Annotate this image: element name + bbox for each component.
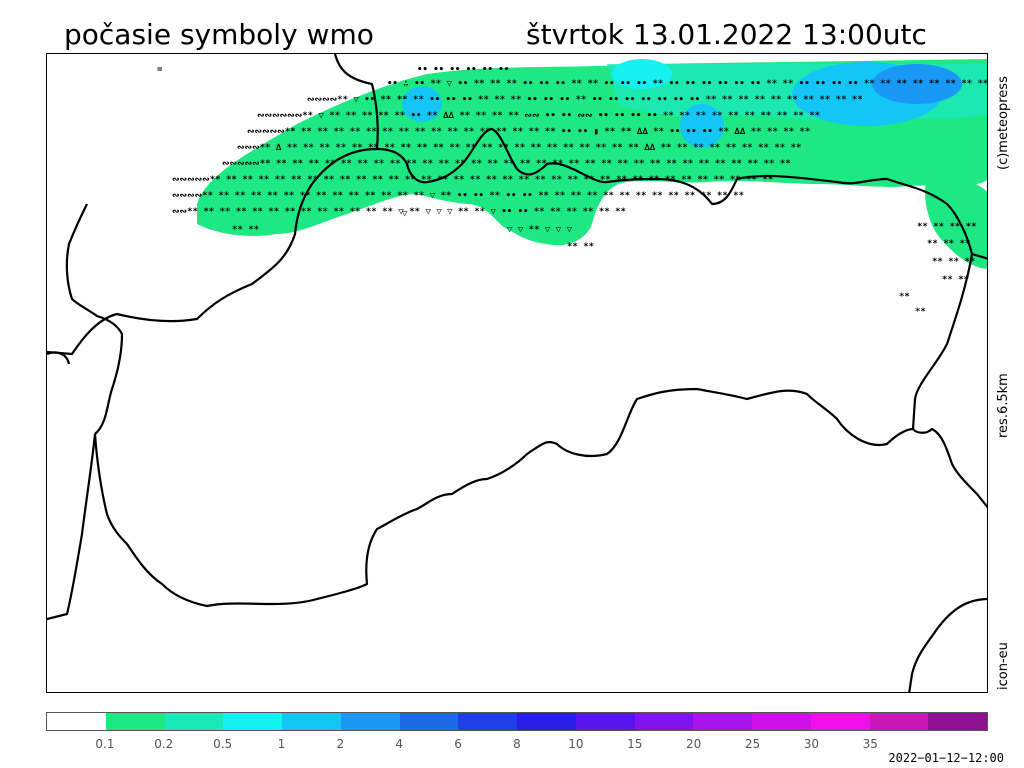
- fog-symbol: =: [157, 65, 163, 75]
- map-title: počasie symboly wmo: [64, 18, 374, 51]
- legend-swatch: [810, 713, 870, 730]
- legend-tick-label: 2: [336, 737, 345, 751]
- legend-swatch: [928, 713, 987, 730]
- svg-text:∾∾∾∾∾** ** ** ** ** ** ** ** *: ∾∾∾∾∾** ** ** ** ** ** ** ** ** ** ** **…: [172, 175, 773, 185]
- border-sk-ua: [93, 253, 974, 608]
- border-sk-pl: [376, 127, 987, 260]
- svg-text:** ** **: ** ** **: [927, 239, 970, 249]
- border-hu-east: [908, 598, 987, 692]
- model-run-date: 2022−01−12−12:00: [888, 751, 1004, 765]
- svg-text:•• •• •• •• •• ••: •• •• •• •• •• ••: [417, 65, 509, 75]
- resolution-label: res.6.5km: [996, 373, 1011, 438]
- svg-text:▽ ▽ ** ▽ ▽ ▽: ▽ ▽ ** ▽ ▽ ▽: [507, 225, 573, 235]
- svg-text:**: **: [915, 307, 926, 317]
- svg-text:** **: ** **: [567, 242, 594, 252]
- svg-text:** ** ** **: ** ** ** **: [917, 222, 977, 232]
- svg-text:∾∾∾∾∾** ** ** ** ** ** ** ** *: ∾∾∾∾∾** ** ** ** ** ** ** ** ** ** ** **…: [247, 127, 810, 137]
- legend-swatch: [223, 713, 282, 730]
- svg-text:** **: ** **: [232, 225, 259, 235]
- precip-core-2: [872, 64, 962, 104]
- svg-text:•• ∴ •• ** ▽ •• ** ** ** •• ••: •• ∴ •• ** ▽ •• ** ** ** •• •• •• ** ** …: [387, 79, 988, 89]
- country-borders: [47, 54, 987, 692]
- legend-swatch: [282, 713, 341, 730]
- svg-text:∾∾** ** ** ** ** ** ** ** ** *: ∾∾** ** ** ** ** ** ** ** ** ** ** ** **…: [172, 207, 626, 217]
- legend-tick-label: 20: [685, 737, 702, 751]
- svg-text:▽: ▽: [402, 209, 408, 219]
- svg-text:**: **: [899, 292, 910, 302]
- legend-swatch: [752, 713, 811, 730]
- legend-tick-label: 6: [454, 737, 462, 751]
- legend-swatch: [458, 713, 517, 730]
- legend-swatch: [869, 713, 929, 730]
- legend-tick-label: 1: [277, 737, 286, 751]
- legend-tick-label: 35: [862, 737, 878, 751]
- border-at: [65, 203, 124, 435]
- border-at-hu: [47, 433, 97, 621]
- precip-core-3: [680, 104, 724, 148]
- legend-swatch: [105, 713, 165, 730]
- legend-tick-label: 8: [513, 737, 521, 751]
- border-ua-small: [912, 427, 987, 509]
- model-label: icon-eu: [996, 642, 1011, 690]
- copyright-label: (c)meteopress: [996, 76, 1011, 170]
- legend-swatch: [693, 713, 752, 730]
- legend-tick-label: 0.1: [95, 737, 115, 751]
- legend-tick-label: 4: [395, 737, 404, 751]
- svg-text:∾∾∾∾∾** ** ** ** ** ** ** ** *: ∾∾∾∾∾** ** ** ** ** ** ** ** ** ** ** **…: [222, 159, 791, 169]
- legend-swatch: [164, 713, 224, 730]
- weather-map: = •• •• •• •• •• •• •• ∴ •• ** ▽ •• ** *…: [46, 53, 988, 693]
- svg-text:∾∾∾∾∾∾** ▽ ** ** ** ** ** •• *: ∾∾∾∾∾∾** ▽ ** ** ** ** ** •• ** ∆∆ ** **…: [257, 111, 820, 121]
- legend-tick-label: 15: [627, 737, 643, 751]
- legend-swatch: [575, 713, 635, 730]
- precip-core-4: [612, 59, 672, 89]
- legend-ticks: 0.1 0.2 0.5 1 2 4 6 8 10 15 20 25 30 35: [46, 737, 988, 751]
- border-cz-pl: [47, 54, 379, 356]
- legend-tick-label: 0.5: [213, 737, 233, 751]
- legend-tick-label: 25: [744, 737, 761, 751]
- legend-swatch: [399, 713, 459, 730]
- legend-tick-label: 30: [803, 737, 820, 751]
- legend-tick-label: 0.2: [154, 737, 174, 751]
- border-west-edge: [47, 351, 71, 365]
- forecast-datetime: štvrtok 13.01.2022 13:00utc: [526, 18, 927, 51]
- color-legend: [46, 712, 988, 731]
- legend-swatch: [340, 713, 400, 730]
- svg-text:∾∾∾∾** ** ** ** ** ** ** ** **: ∾∾∾∾** ** ** ** ** ** ** ** ** ** ** ** …: [172, 191, 744, 201]
- map-canvas: = •• •• •• •• •• •• •• ∴ •• ** ▽ •• ** *…: [47, 54, 988, 692]
- legend-swatch: [634, 713, 694, 730]
- legend-swatch: [517, 713, 576, 730]
- svg-text:∾∾∾** ∆ ** ** ** ** ** ** ** *: ∾∾∾** ∆ ** ** ** ** ** ** ** ** ** ** **…: [237, 143, 801, 153]
- precip-core-5: [402, 86, 442, 122]
- wmo-symbols: = •• •• •• •• •• •• •• ∴ •• ** ▽ •• ** *…: [157, 65, 988, 317]
- svg-text:** ** **: ** ** **: [932, 257, 975, 267]
- legend-swatch: [47, 713, 106, 730]
- svg-text:** **: ** **: [942, 275, 969, 285]
- legend-tick-label: 10: [568, 737, 584, 751]
- svg-text:∾∾∾∾** ▽ •• ** ** ** •• •• ••: ∾∾∾∾** ▽ •• ** ** ** •• •• •• ** ** ** •…: [307, 95, 863, 105]
